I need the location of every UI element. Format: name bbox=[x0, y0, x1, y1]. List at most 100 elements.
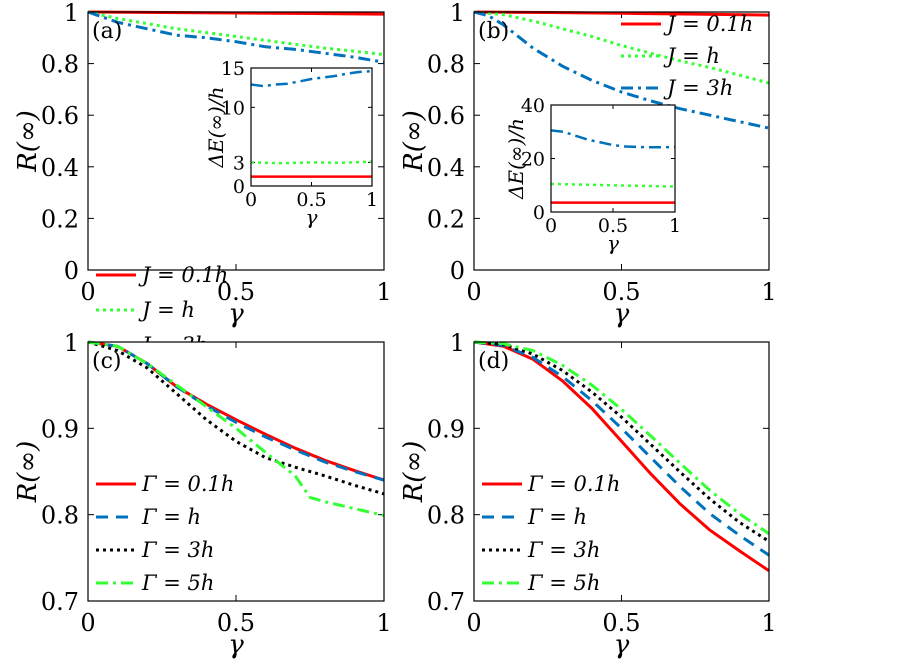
y-tick-label: 0.4 bbox=[41, 154, 79, 182]
legend-entry: J = h bbox=[663, 44, 720, 68]
y-tick-label: 0.8 bbox=[41, 51, 79, 79]
legend-entry: J = h bbox=[138, 298, 195, 322]
y-tick-label: 15 bbox=[221, 58, 245, 80]
panel-label: (b) bbox=[478, 19, 509, 44]
x-tick-label: 0.5 bbox=[602, 609, 640, 637]
y-tick-label: 0.9 bbox=[427, 415, 465, 443]
x-axis-label: γ bbox=[228, 630, 244, 660]
panel-b-inset-frame bbox=[550, 104, 676, 213]
x-tick-label: 1 bbox=[376, 278, 391, 306]
y-axis-label: R(∞) bbox=[13, 110, 43, 173]
legend-entry: Γ = 3h bbox=[141, 538, 214, 562]
y-tick-label: 1 bbox=[64, 329, 79, 357]
panel-a-inset-background bbox=[251, 68, 372, 186]
y-tick-label: 0.9 bbox=[41, 415, 79, 443]
panel-b-inset: 0 0.5 1 0 20 40 γ ΔE(∞)/h bbox=[504, 95, 681, 255]
y-tick-label: 0.8 bbox=[427, 502, 465, 530]
y-tick-label: 1 bbox=[450, 329, 465, 357]
y-axis-label: R(∞) bbox=[399, 110, 429, 173]
y-tick-label: 0.2 bbox=[427, 205, 465, 233]
y-tick-label: 0.6 bbox=[427, 102, 465, 130]
panel-d-series-line bbox=[474, 340, 769, 543]
y-tick-label: 1 bbox=[64, 0, 79, 27]
x-tick-label: 0.5 bbox=[598, 215, 628, 237]
panel-label: (d) bbox=[478, 349, 509, 374]
y-tick-label: 0.6 bbox=[41, 102, 79, 130]
x-tick-label: 1 bbox=[761, 278, 776, 306]
panel-a-inset-series-line bbox=[251, 160, 372, 165]
legend-entry: Γ = 0.1h bbox=[527, 472, 620, 496]
panel-a-inset-series-line bbox=[251, 69, 372, 88]
y-tick-label: 0.4 bbox=[427, 154, 465, 182]
x-tick-label: 0 bbox=[80, 278, 95, 306]
panel-a-inset-frame bbox=[250, 67, 373, 187]
y-tick-label: 0.7 bbox=[41, 588, 79, 616]
panel-c-series-line bbox=[88, 340, 384, 482]
panel-label: (a) bbox=[92, 19, 122, 44]
y-tick-label: 0.2 bbox=[41, 205, 79, 233]
panel-c-series-line bbox=[88, 340, 384, 517]
y-axis-label: R(∞) bbox=[13, 441, 43, 504]
x-axis-label: γ bbox=[607, 231, 619, 255]
y-tick-label: 1 bbox=[450, 0, 465, 27]
x-tick-label: 0.5 bbox=[602, 278, 640, 306]
legend-entry: Γ = h bbox=[527, 505, 587, 529]
legend-entry: Γ = 5h bbox=[141, 571, 214, 595]
x-tick-label: 1 bbox=[761, 609, 776, 637]
x-tick-label: 0 bbox=[80, 609, 95, 637]
panel-a-series-line bbox=[88, 10, 384, 57]
x-tick-label: 0.5 bbox=[217, 278, 255, 306]
x-tick-label: 0.5 bbox=[217, 609, 255, 637]
x-tick-label: 0 bbox=[466, 278, 481, 306]
panel-b-series-line bbox=[474, 10, 769, 130]
panel-b-inset-background bbox=[551, 105, 675, 212]
x-tick-label: 0 bbox=[245, 189, 257, 211]
y-tick-label: 0 bbox=[233, 176, 245, 198]
x-tick-label: 1 bbox=[376, 609, 391, 637]
panel-d-background bbox=[474, 342, 769, 601]
panel-b-inset-series-line bbox=[551, 129, 675, 149]
panel-b-frame bbox=[473, 11, 770, 271]
panel-b-series-line bbox=[474, 10, 769, 85]
y-axis-label: ΔE(∞)/h bbox=[504, 118, 528, 200]
panel-label: (c) bbox=[92, 349, 122, 374]
panel-c-frame bbox=[87, 341, 385, 602]
panel-b-legend: J = 0.1h J = h J = 3h bbox=[621, 12, 753, 100]
x-axis-label: γ bbox=[614, 299, 630, 329]
y-tick-label: 0 bbox=[64, 257, 79, 285]
legend-entry: J = 0.1h bbox=[138, 263, 228, 287]
y-axis-label: ΔE(∞)/h bbox=[204, 87, 228, 169]
legend-entry: J = 3h bbox=[663, 76, 733, 100]
x-tick-label: 1 bbox=[366, 189, 378, 211]
panel-a-series-line bbox=[88, 10, 384, 64]
legend-entry: Γ = h bbox=[141, 505, 201, 529]
x-tick-label: 0 bbox=[545, 215, 557, 237]
y-tick-label: 3 bbox=[233, 152, 245, 174]
legend-entry: Γ = 0.1h bbox=[141, 472, 234, 496]
x-axis-label: γ bbox=[306, 205, 318, 229]
x-axis-label: γ bbox=[614, 630, 630, 660]
panel-c-background bbox=[88, 342, 384, 601]
panel-d-series-line bbox=[474, 340, 769, 557]
y-tick-label: 40 bbox=[521, 95, 545, 117]
y-tick-label: 20 bbox=[521, 149, 545, 171]
panel-a-frame bbox=[87, 11, 385, 271]
legend-entry: Γ = 3h bbox=[527, 538, 600, 562]
panel-d-legend: Γ = 0.1h Γ = h Γ = 3h Γ = 5h bbox=[482, 472, 620, 595]
y-axis-label: R(∞) bbox=[399, 441, 429, 504]
y-tick-label: 0 bbox=[450, 257, 465, 285]
x-tick-label: 0.5 bbox=[296, 189, 326, 211]
y-tick-label: 0.8 bbox=[41, 502, 79, 530]
panel-d-frame bbox=[473, 341, 770, 602]
y-tick-label: 10 bbox=[221, 97, 245, 119]
y-tick-label: 0 bbox=[533, 202, 545, 224]
panel-c-legend: Γ = 0.1h Γ = h Γ = 3h Γ = 5h bbox=[96, 472, 234, 595]
x-axis-label: γ bbox=[228, 299, 244, 329]
x-tick-label: 0 bbox=[466, 609, 481, 637]
legend-entry: Γ = 5h bbox=[527, 571, 600, 595]
x-tick-label: 1 bbox=[669, 215, 681, 237]
